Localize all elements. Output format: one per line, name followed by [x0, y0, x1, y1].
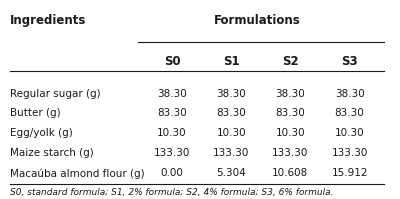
Text: 38.30: 38.30	[216, 89, 246, 99]
Text: Maize starch (g): Maize starch (g)	[10, 148, 94, 158]
Text: S1: S1	[223, 55, 240, 68]
Text: 83.30: 83.30	[157, 108, 187, 118]
Text: 10.30: 10.30	[335, 128, 364, 138]
Text: 133.30: 133.30	[332, 148, 368, 158]
Text: 5.304: 5.304	[216, 168, 246, 178]
Text: 15.912: 15.912	[331, 168, 368, 178]
Text: Egg/yolk (g): Egg/yolk (g)	[10, 128, 73, 138]
Text: 10.608: 10.608	[272, 168, 308, 178]
Text: Ingredients: Ingredients	[10, 14, 86, 27]
Text: Macaúba almond flour (g): Macaúba almond flour (g)	[10, 168, 145, 179]
Text: Formulations: Formulations	[214, 14, 300, 27]
Text: Regular sugar (g): Regular sugar (g)	[10, 89, 101, 99]
Text: 38.30: 38.30	[276, 89, 305, 99]
Text: 133.30: 133.30	[272, 148, 308, 158]
Text: 83.30: 83.30	[276, 108, 305, 118]
Text: 0.00: 0.00	[160, 168, 184, 178]
Text: 83.30: 83.30	[216, 108, 246, 118]
Text: S0, standard formula; S1, 2% formula; S2, 4% formula; S3, 6% formula.: S0, standard formula; S1, 2% formula; S2…	[10, 188, 334, 197]
Text: Butter (g): Butter (g)	[10, 108, 61, 118]
Text: 10.30: 10.30	[157, 128, 187, 138]
Text: S2: S2	[282, 55, 299, 68]
Text: 38.30: 38.30	[157, 89, 187, 99]
Text: 10.30: 10.30	[276, 128, 305, 138]
Text: 38.30: 38.30	[335, 89, 364, 99]
Text: 133.30: 133.30	[154, 148, 190, 158]
Text: S3: S3	[341, 55, 358, 68]
Text: 10.30: 10.30	[216, 128, 246, 138]
Text: 133.30: 133.30	[213, 148, 249, 158]
Text: S0: S0	[164, 55, 180, 68]
Text: 83.30: 83.30	[335, 108, 364, 118]
